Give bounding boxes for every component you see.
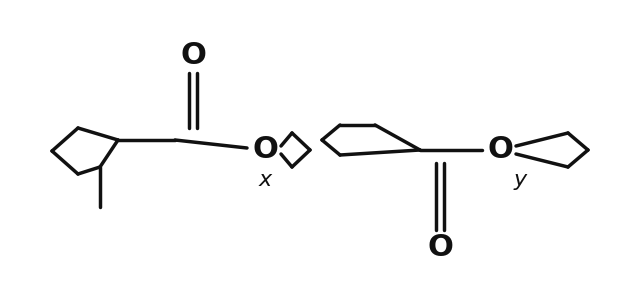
Text: y: y: [513, 170, 527, 190]
Text: x: x: [259, 170, 271, 190]
Text: O: O: [487, 135, 513, 165]
Text: O: O: [252, 135, 278, 165]
Text: O: O: [427, 234, 453, 262]
Text: O: O: [180, 41, 206, 69]
